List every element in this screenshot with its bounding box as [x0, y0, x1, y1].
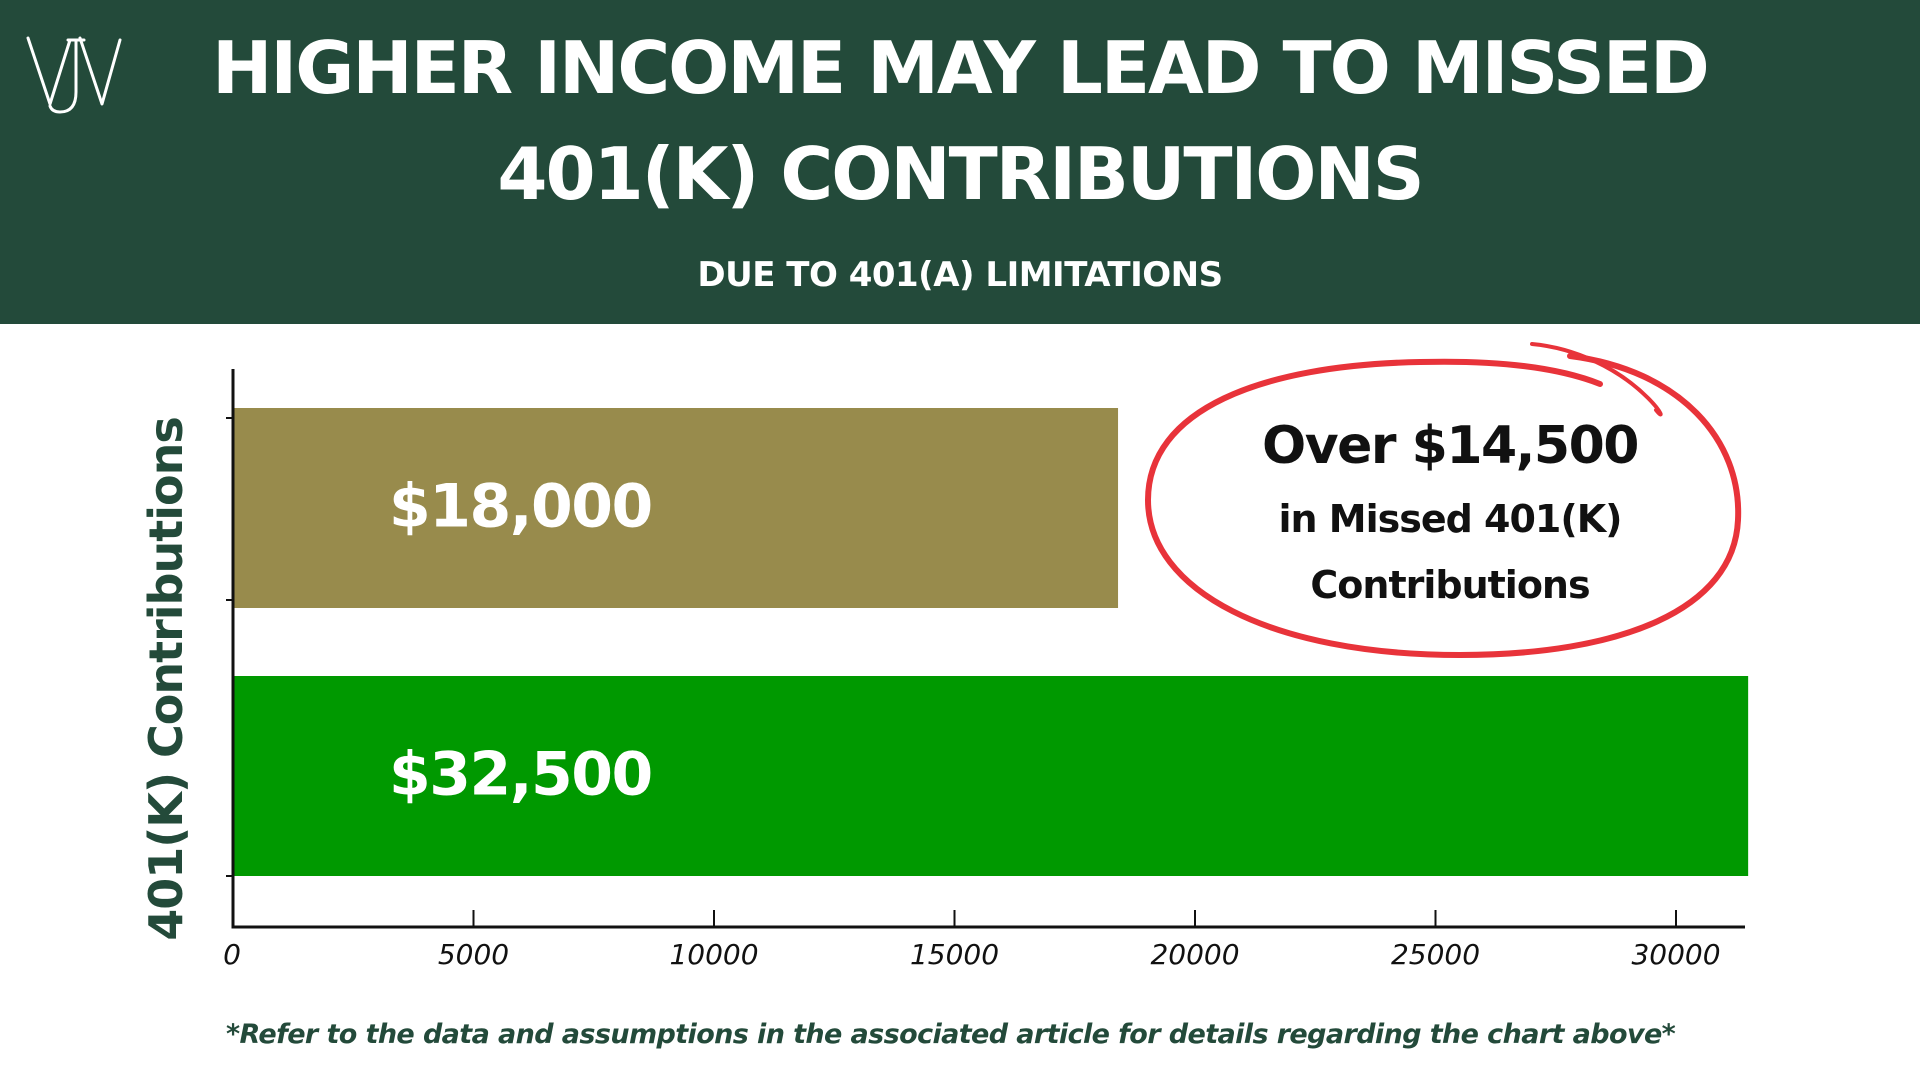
x-tick-label-20000: 20000 — [1150, 938, 1239, 971]
x-tick-label-30000: 30000 — [1631, 938, 1720, 971]
x-tick-label-25000: 25000 — [1391, 938, 1480, 971]
bar-1 — [233, 408, 1119, 608]
x-tick-label-5000: 5000 — [438, 938, 509, 971]
x-tick-label-15000: 15000 — [910, 938, 999, 971]
bar-value-label-2: $32,500 — [389, 740, 652, 810]
x-tick-label-0: 0 — [223, 938, 241, 971]
bar-value-label-1: $18,000 — [389, 472, 652, 542]
callout-ring-tail — [1530, 342, 1663, 417]
callout-amount: Over $14,500 — [1262, 416, 1639, 476]
callout-text-line-2: Contributions — [1310, 563, 1590, 607]
vjv-logo — [26, 36, 122, 114]
footnote: *Refer to the data and assumptions in th… — [226, 1019, 1676, 1050]
page-subtitle: DUE TO 401(A) LIMITATIONS — [697, 255, 1223, 295]
page-title-line-1: HIGHER INCOME MAY LEAD TO MISSED — [212, 26, 1710, 110]
callout-text-line-1: in Missed 401(K) — [1278, 497, 1622, 541]
bar-2 — [233, 676, 1749, 876]
header-banner: HIGHER INCOME MAY LEAD TO MISSED 401(K) … — [0, 0, 1920, 324]
y-axis-label: 401(K) Contributions — [139, 417, 193, 941]
x-tick-label-10000: 10000 — [669, 938, 758, 971]
page-title-line-2: 401(K) CONTRIBUTIONS — [497, 132, 1424, 216]
callout-ring — [1144, 353, 1742, 659]
